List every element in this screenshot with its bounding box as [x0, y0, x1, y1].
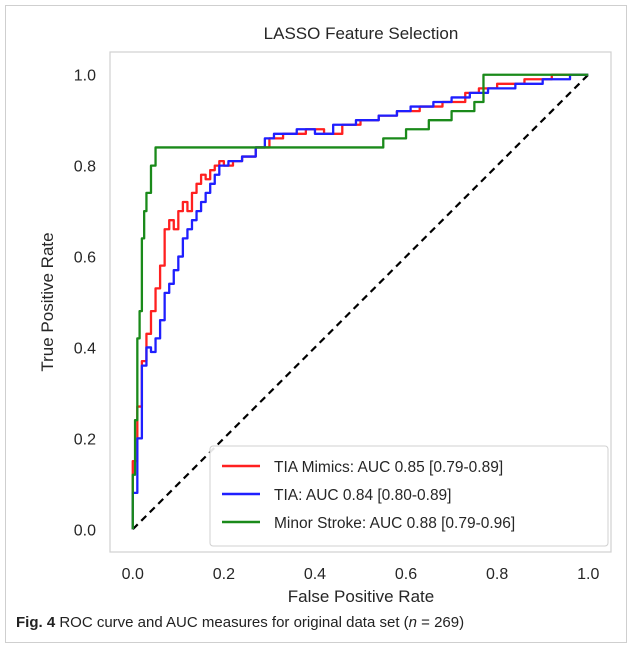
figure-caption: Fig. 4 ROC curve and AUC measures for or…	[16, 614, 626, 631]
figure-label: Fig. 4	[16, 614, 56, 631]
y-tick-label: 0.8	[74, 159, 96, 176]
legend-entry-0: TIA Mimics: AUC 0.85 [0.79-0.89]	[274, 459, 503, 476]
x-axis-ticks: 0.0 0.2 0.4 0.6 0.8 1.0	[122, 566, 600, 583]
x-tick-label: 0.8	[486, 566, 508, 583]
legend-entry-2: Minor Stroke: AUC 0.88 [0.79-0.96]	[274, 515, 515, 532]
y-axis-ticks: 0.0 0.2 0.4 0.6 0.8 1.0	[74, 68, 96, 540]
caption-n-value: = 269)	[417, 614, 465, 631]
legend-box	[209, 445, 609, 547]
x-tick-label: 0.2	[213, 566, 235, 583]
y-tick-label: 0.4	[74, 340, 96, 357]
y-tick-label: 0.6	[74, 250, 96, 267]
roc-curves	[131, 73, 590, 531]
x-tick-label: 0.6	[395, 566, 417, 583]
caption-n-symbol: n	[408, 614, 417, 631]
x-tick-label: 0.0	[122, 566, 144, 583]
x-tick-label: 0.4	[304, 566, 326, 583]
x-tick-label: 1.0	[577, 566, 599, 583]
y-tick-label: 0.2	[74, 431, 96, 448]
chart-title: LASSO Feature Selection	[264, 24, 459, 43]
x-axis-label: False Positive Rate	[288, 587, 434, 606]
y-tick-label: 1.0	[74, 68, 96, 85]
legend-entry-1: TIA: AUC 0.84 [0.80-0.89]	[274, 487, 452, 504]
roc-curve-series-2	[131, 73, 589, 530]
y-tick-label: 0.0	[74, 522, 96, 539]
legend: TIA Mimics: AUC 0.85 [0.79-0.89] TIA: AUC…	[209, 445, 609, 547]
roc-curve-series-1	[131, 73, 589, 530]
y-axis-label: True Positive Rate	[38, 232, 57, 371]
caption-text: ROC curve and AUC measures for original …	[55, 614, 409, 631]
